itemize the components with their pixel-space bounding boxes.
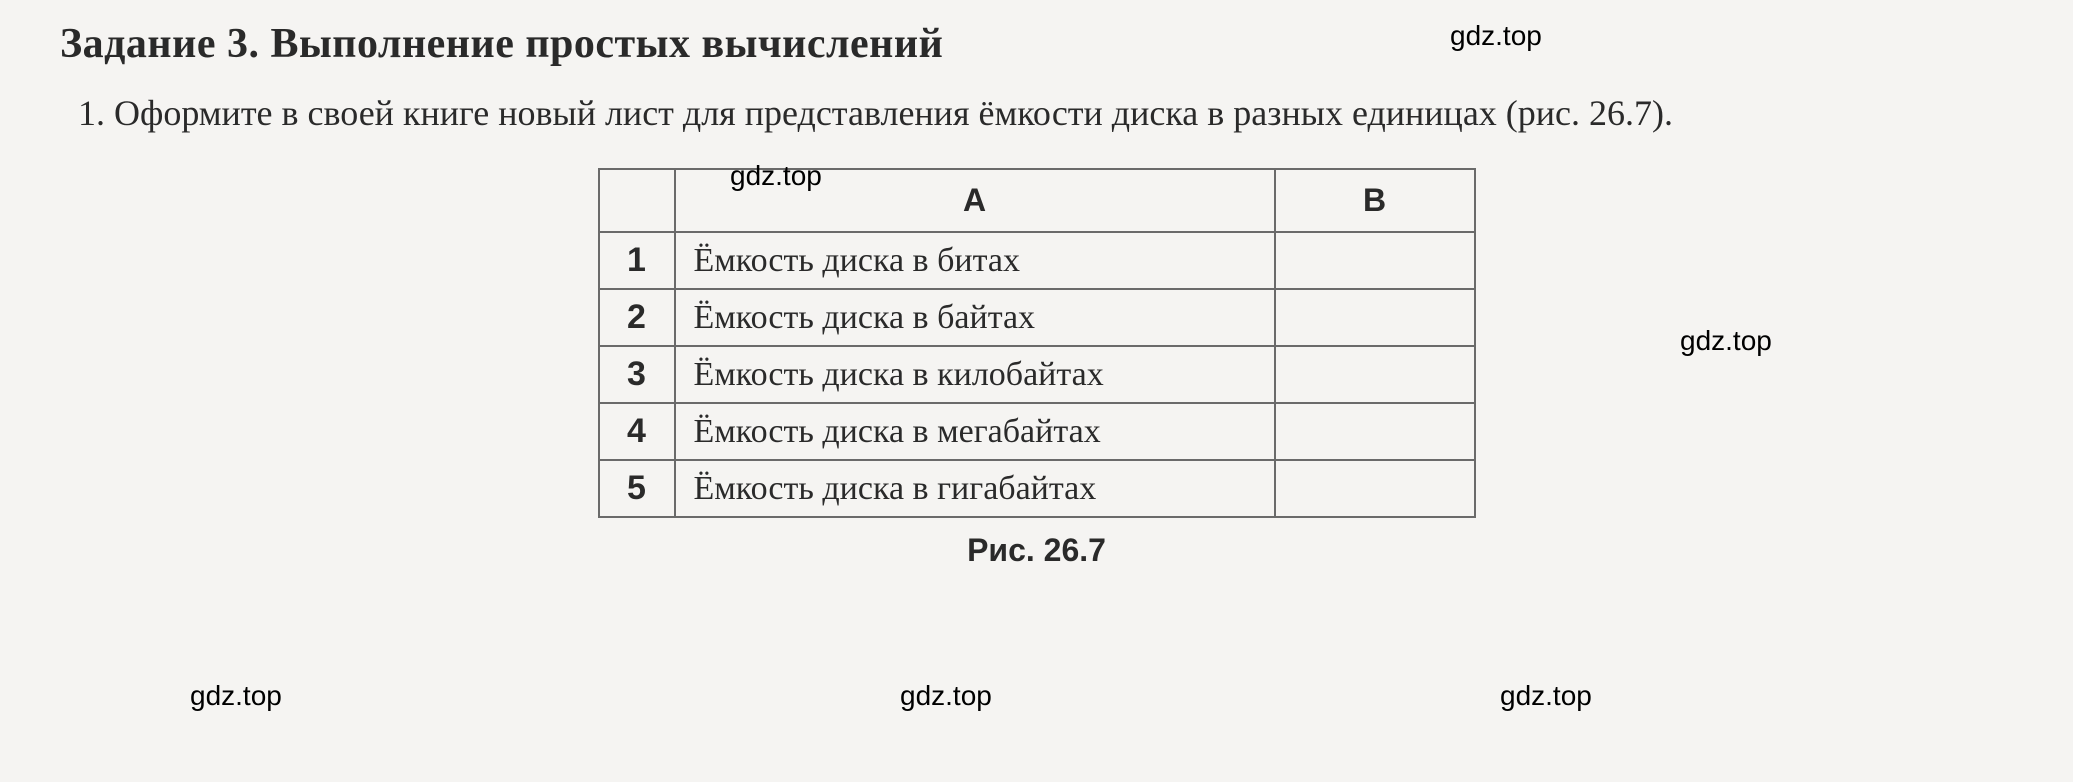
table-header-row: A B: [599, 169, 1475, 232]
row-value: [1275, 289, 1475, 346]
figure-caption: Рис. 26.7: [598, 532, 1476, 569]
capacity-table: A B 1 Ёмкость диска в битах 2 Ёмкость ди…: [598, 168, 1476, 518]
table-row: 2 Ёмкость диска в байтах: [599, 289, 1475, 346]
task-heading: Задание 3. Выполнение простых вычислений: [60, 20, 2013, 68]
table-row: 5 Ёмкость диска в гигабайтах: [599, 460, 1475, 517]
row-number: 5: [599, 460, 675, 517]
row-value: [1275, 232, 1475, 289]
table-header-b: B: [1275, 169, 1475, 232]
table-row: 3 Ёмкость диска в килобайтах: [599, 346, 1475, 403]
table-header-corner: [599, 169, 675, 232]
table-row: 4 Ёмкость диска в мегабайтах: [599, 403, 1475, 460]
row-label: Ёмкость диска в гигабайтах: [675, 460, 1275, 517]
watermark-text: gdz.top: [190, 680, 282, 712]
row-value: [1275, 403, 1475, 460]
row-label: Ёмкость диска в битах: [675, 232, 1275, 289]
table-row: 1 Ёмкость диска в битах: [599, 232, 1475, 289]
row-label: Ёмкость диска в килобайтах: [675, 346, 1275, 403]
watermark-text: gdz.top: [1500, 680, 1592, 712]
row-number: 3: [599, 346, 675, 403]
row-label: Ёмкость диска в мегабайтах: [675, 403, 1275, 460]
row-value: [1275, 460, 1475, 517]
row-number: 1: [599, 232, 675, 289]
watermark-text: gdz.top: [900, 680, 992, 712]
row-label: Ёмкость диска в байтах: [675, 289, 1275, 346]
table-container: A B 1 Ёмкость диска в битах 2 Ёмкость ди…: [60, 168, 2013, 569]
task-instruction: 1. Оформите в своей книге новый лист для…: [90, 88, 2013, 138]
table-header-a: A: [675, 169, 1275, 232]
row-number: 4: [599, 403, 675, 460]
row-value: [1275, 346, 1475, 403]
row-number: 2: [599, 289, 675, 346]
